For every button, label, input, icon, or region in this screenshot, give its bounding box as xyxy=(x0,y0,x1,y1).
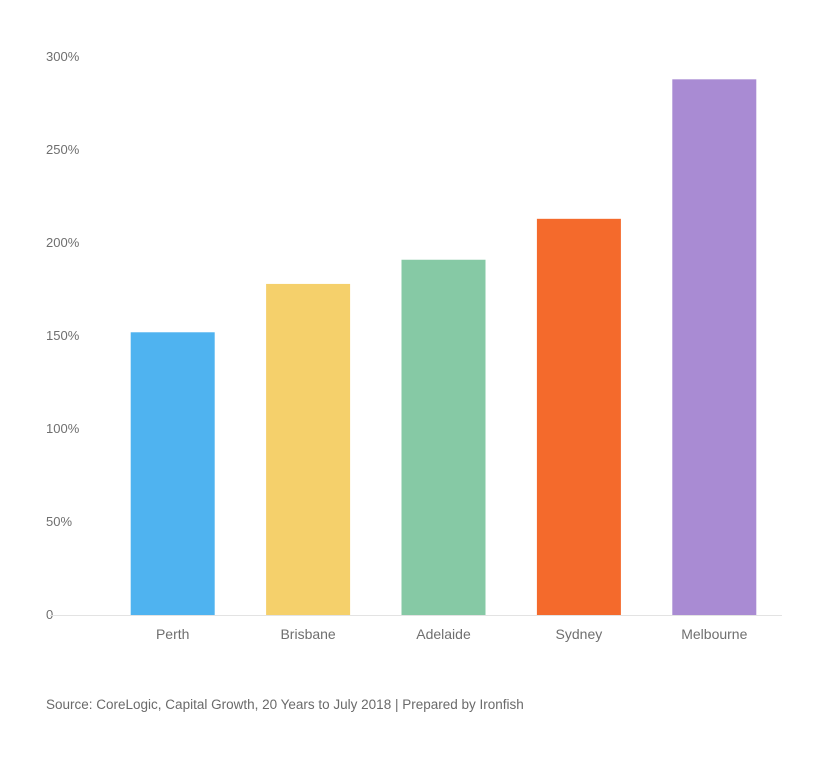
bar-perth xyxy=(130,332,215,615)
bar-series xyxy=(130,79,757,615)
bar-melbourne xyxy=(672,79,757,615)
x-tick-label: Perth xyxy=(156,626,189,642)
y-tick-label: 300% xyxy=(46,49,80,64)
y-tick-label: 50% xyxy=(46,514,72,529)
y-tick-label: 100% xyxy=(46,421,80,436)
source-note: Source: CoreLogic, Capital Growth, 20 Ye… xyxy=(46,697,524,712)
chart-canvas: 0 50% 100% 150% 200% 250% 300% Perth Brisbane Ad… xyxy=(46,49,782,642)
bar-brisbane xyxy=(266,283,351,615)
x-tick-label: Melbourne xyxy=(681,626,747,642)
bar-chart: 0 50% 100% 150% 200% 250% 300% Perth Brisbane Ad… xyxy=(46,49,782,642)
x-tick-label: Brisbane xyxy=(280,626,335,642)
y-tick-label: 250% xyxy=(46,142,80,157)
y-axis: 0 50% 100% 150% 200% 250% 300% xyxy=(46,49,80,622)
x-tick-label: Sydney xyxy=(556,626,603,642)
bar-adelaide xyxy=(401,259,486,615)
y-tick-label: 150% xyxy=(46,328,80,343)
x-axis: Perth Brisbane Adelaide Sydney Melbourne xyxy=(156,626,748,642)
y-tick-label: 0 xyxy=(46,607,53,622)
x-tick-label: Adelaide xyxy=(416,626,471,642)
bar-sydney xyxy=(536,218,621,615)
y-tick-label: 200% xyxy=(46,235,80,250)
